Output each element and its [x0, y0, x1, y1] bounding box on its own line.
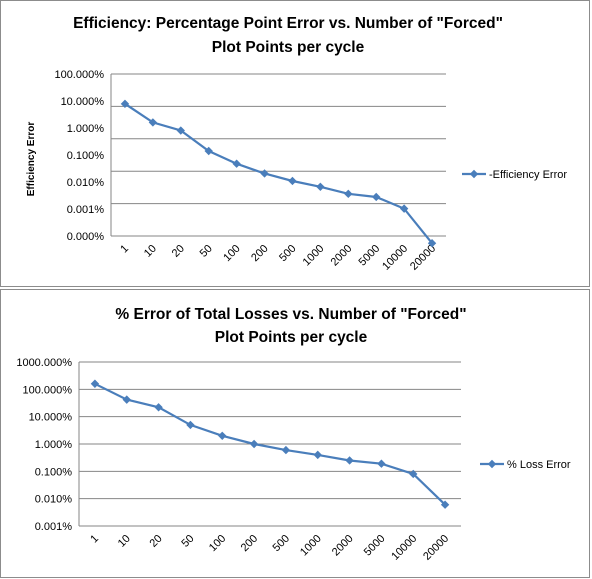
- data-point: [154, 403, 163, 412]
- data-point: [399, 204, 409, 213]
- legend: % Loss Error: [480, 459, 571, 471]
- x-tick-label: 5000: [362, 533, 388, 559]
- y-tick-label: 0.100%: [67, 150, 105, 162]
- x-tick-label: 200: [239, 533, 260, 554]
- data-point: [281, 445, 291, 455]
- y-tick-label: 1.000%: [67, 123, 105, 135]
- data-point: [427, 238, 437, 248]
- y-tick-label: 1000.000%: [16, 357, 72, 369]
- legend-marker: [469, 169, 479, 179]
- x-tick-label: 100: [221, 243, 242, 264]
- data-point: [120, 99, 130, 109]
- plot-area: 0.001% 0.010% 0.100% 1.000% 10.000% 100.000% 1…: [16, 357, 461, 563]
- x-tick-label: 2000: [329, 243, 355, 269]
- x-tick-label: 20000: [408, 243, 438, 273]
- y-tick-label: 0.010%: [67, 177, 105, 189]
- series-line: [94, 382, 446, 506]
- chart-title-line-1: Efficiency: Percentage Point Error vs. N…: [73, 15, 503, 32]
- data-point: [440, 500, 450, 509]
- x-tick-label: 1000: [301, 243, 327, 269]
- x-tick-label: 500: [271, 533, 292, 554]
- y-tick-label: 100.000%: [54, 69, 104, 81]
- legend-label: % Loss Error: [507, 459, 571, 471]
- data-point: [148, 118, 158, 127]
- loss-error-chart: % Error of Total Losses vs. Number of "F…: [16, 306, 571, 563]
- data-point: [316, 182, 325, 192]
- x-tick-label: 10: [116, 533, 133, 550]
- y-tick-label: 0.001%: [35, 521, 73, 533]
- y-tick-label: 100.000%: [22, 384, 72, 396]
- y-tick-label: 10.000%: [29, 412, 73, 424]
- x-tick-label: 1: [88, 533, 101, 546]
- data-point: [344, 189, 353, 199]
- legend: -Efficiency Error: [462, 169, 567, 181]
- x-tick-label: 100: [207, 533, 228, 554]
- x-tick-label: 20: [148, 533, 165, 550]
- x-tick-label: 5000: [357, 243, 383, 269]
- efficiency-error-chart: Efficiency: Percentage Point Error vs. N…: [26, 15, 567, 273]
- x-tick-label: 1000: [298, 533, 324, 559]
- x-tick-label: 50: [179, 533, 196, 550]
- data-point: [377, 459, 386, 468]
- chart-title-line-1: % Error of Total Losses vs. Number of "F…: [115, 306, 466, 323]
- y-tick-label: 1.000%: [35, 439, 73, 451]
- y-tick-label: 0.001%: [67, 204, 105, 216]
- x-tick-label: 10: [142, 243, 159, 260]
- data-point: [313, 450, 322, 460]
- data-point: [186, 420, 195, 430]
- chart-panel-loss: % Error of Total Losses vs. Number of "F…: [0, 289, 590, 578]
- x-tick-label: 1: [118, 243, 131, 256]
- chart-title-line-2: Plot Points per cycle: [215, 329, 368, 346]
- data-point: [288, 176, 297, 186]
- data-point: [260, 169, 269, 178]
- x-tick-label: 10000: [380, 243, 410, 273]
- y-tick-label: 10.000%: [61, 96, 105, 108]
- x-tick-label: 20000: [421, 533, 451, 563]
- data-point: [345, 456, 354, 465]
- data-point: [90, 379, 100, 388]
- series-line: [124, 102, 433, 244]
- legend-label: -Efficiency Error: [489, 169, 567, 181]
- y-tick-label: 0.000%: [67, 231, 105, 243]
- y-tick-label: 0.100%: [35, 466, 73, 478]
- legend-marker: [487, 459, 497, 469]
- y-tick-label: 0.010%: [35, 494, 73, 506]
- data-point: [249, 439, 259, 449]
- chart-panel-efficiency: Efficiency: Percentage Point Error vs. N…: [0, 0, 590, 287]
- data-point: [372, 192, 381, 202]
- data-point: [204, 146, 213, 156]
- x-tick-label: 2000: [330, 533, 356, 559]
- plot-area: 0.000% 0.001% 0.010% 0.100% 1.000% 10.000% 100…: [54, 69, 446, 273]
- data-point: [232, 159, 241, 168]
- y-axis-label: Efficiency Error: [26, 122, 37, 197]
- x-tick-label: 50: [198, 243, 215, 260]
- data-point: [122, 395, 131, 404]
- data-point: [218, 431, 227, 440]
- x-tick-label: 10000: [389, 533, 419, 563]
- x-tick-label: 200: [249, 243, 270, 264]
- data-point: [176, 126, 185, 135]
- x-tick-label: 500: [277, 243, 298, 264]
- chart-title-line-2: Plot Points per cycle: [212, 39, 365, 56]
- x-tick-label: 20: [170, 243, 187, 260]
